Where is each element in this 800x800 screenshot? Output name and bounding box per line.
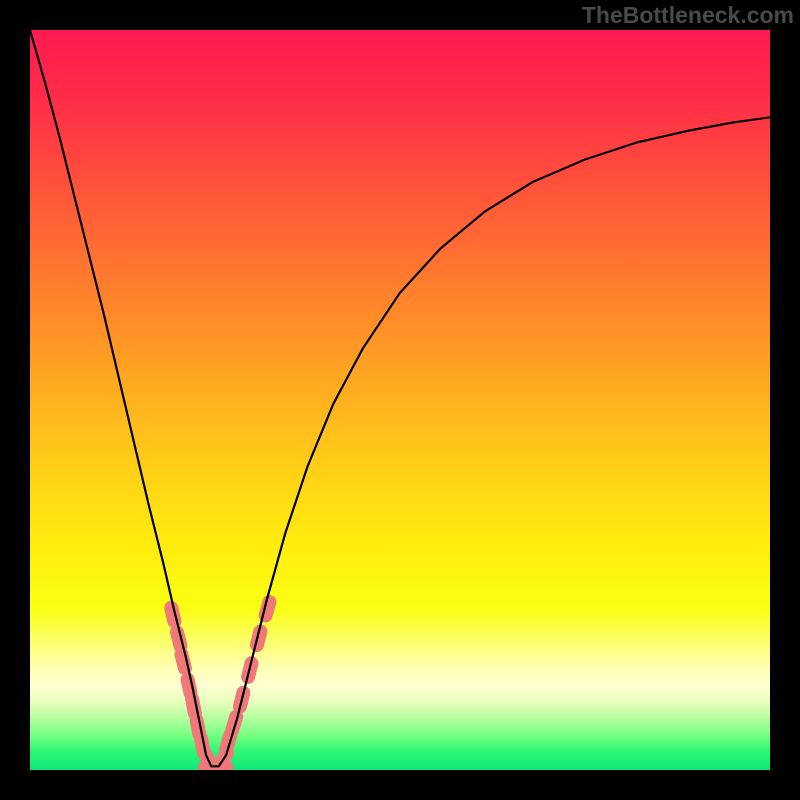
watermark-text: TheBottleneck.com <box>582 2 794 29</box>
plot-area <box>30 30 770 770</box>
bottleneck-curve <box>30 30 770 766</box>
curve-svg <box>30 30 770 770</box>
marker-right <box>248 623 268 654</box>
